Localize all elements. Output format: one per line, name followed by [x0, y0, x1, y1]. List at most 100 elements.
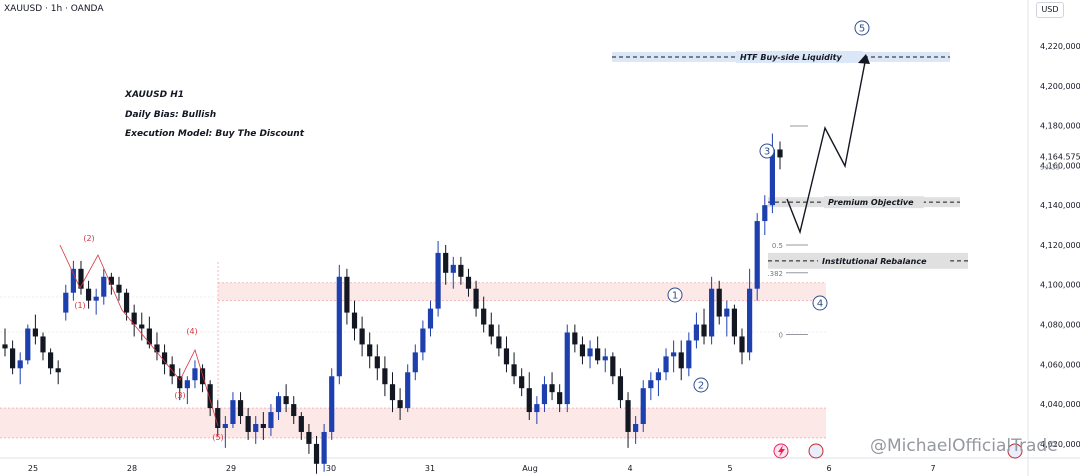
candle-body-up	[275, 396, 282, 413]
candle-body-down	[503, 348, 510, 365]
x-tick-label: 28	[127, 464, 137, 473]
zone-label-0: HTF Buy-side Liquidity	[740, 53, 842, 62]
x-tick-label: 4	[627, 464, 632, 473]
candle-body-up	[253, 424, 259, 432]
candle-body-up	[63, 292, 69, 313]
candle-body-down	[32, 328, 38, 337]
wave-circle-3	[759, 143, 775, 159]
candle-body-down	[2, 344, 8, 349]
candle-body-up	[101, 276, 107, 297]
candle-body-down	[496, 336, 502, 349]
subwave-label-2: (2)	[83, 234, 94, 243]
candle-body-up	[450, 264, 456, 273]
candle-body-down	[55, 368, 61, 373]
candle-body-up	[769, 149, 776, 206]
candle-body-down	[617, 376, 624, 401]
wave-label-2: 2	[698, 381, 704, 392]
candle-body-down	[154, 344, 160, 353]
candle-body-down	[374, 356, 380, 369]
candle-body-down	[473, 288, 479, 309]
candle-body-up	[435, 252, 441, 309]
candle-body-up	[709, 288, 715, 337]
candle-body-up	[25, 328, 31, 361]
wave-circle-5	[854, 20, 870, 36]
candle-body-down	[146, 328, 152, 345]
candle-body-up	[329, 376, 335, 432]
candle-body-down	[108, 276, 114, 285]
x-tick-label: Aug	[522, 464, 538, 473]
currency-button[interactable]: USD	[1036, 2, 1064, 18]
fib-label-2: 0	[779, 331, 783, 339]
candle-body-down	[207, 384, 213, 409]
wave-circle-2	[693, 377, 709, 393]
candle-body-up	[534, 404, 540, 413]
candle-body-up	[655, 372, 662, 381]
candle-body-up	[192, 368, 198, 381]
candle-body-down	[572, 332, 578, 345]
candle-body-down	[78, 268, 84, 289]
candle-body-up	[648, 380, 654, 389]
candle-body-down	[131, 312, 137, 325]
zone-label-2: Institutional Rebalance	[822, 257, 927, 266]
candle-body-down	[716, 288, 722, 317]
candle-body-up	[420, 328, 426, 353]
candle-body-up	[230, 400, 236, 424]
candle-body-down	[85, 288, 92, 301]
candle-body-up	[564, 332, 570, 405]
candle-body-up	[602, 356, 608, 361]
candle-body-up	[693, 324, 700, 341]
candle-body-down	[245, 416, 251, 432]
candle-body-up	[268, 412, 274, 428]
lightning-icon	[778, 445, 785, 457]
candle-body-down	[123, 292, 130, 313]
candle-body-down	[298, 416, 304, 432]
candle-body-up	[184, 380, 190, 389]
candle-body-down	[291, 404, 297, 417]
subwave-label-4: (4)	[186, 327, 197, 336]
y-tick-label: 4,180,000	[1040, 122, 1080, 131]
subwave-label-3: (3)	[174, 391, 185, 400]
candle-body-down	[777, 149, 783, 158]
candle-body-up	[412, 352, 418, 373]
wave-label-1: 1	[672, 291, 678, 302]
candle-body-down	[313, 443, 320, 464]
current-price-label: 4,164.575	[1040, 152, 1080, 161]
candle-body-down	[389, 384, 396, 401]
y-tick-label: 4,120,000	[1040, 241, 1080, 250]
zone-3	[218, 282, 826, 301]
candle-body-up	[321, 431, 327, 464]
x-tick-label: 25	[28, 464, 38, 473]
candle-body-down	[382, 368, 388, 385]
candle-body-up	[640, 388, 646, 424]
candle-body-down	[739, 336, 745, 353]
wave-circle-4	[812, 295, 828, 311]
candle-body-down	[344, 276, 350, 313]
candle-body-up	[17, 360, 23, 369]
x-tick-label: 29	[226, 464, 236, 473]
note-model: Execution Model: Buy The Discount	[125, 129, 305, 139]
wave-label-3: 3	[764, 147, 770, 158]
x-tick-label: 5	[727, 464, 732, 473]
note-bias: Daily Bias: Bullish	[125, 109, 217, 120]
candle-body-up	[427, 308, 434, 329]
y-tick-label: 4,020,000	[1040, 440, 1080, 449]
fib-label-0: 0.5	[772, 242, 783, 250]
candle-body-down	[595, 348, 601, 361]
x-tick-label: 30	[326, 464, 336, 473]
candle-body-up	[747, 288, 753, 353]
zone-label-bg-1	[824, 196, 924, 209]
candle-body-up	[541, 384, 548, 405]
subwave-label-5: (5)	[212, 433, 223, 442]
x-tick-label: 31	[425, 464, 435, 473]
analysis-notes: XAUUSD H1 Daily Bias: Bullish Execution …	[125, 86, 304, 145]
symbol-title[interactable]: XAUUSD · 1h · OANDA	[4, 4, 104, 14]
candle-body-down	[116, 284, 122, 293]
candle-body-up	[633, 424, 639, 432]
candle-body-down	[511, 364, 517, 377]
x-tick-label: 7	[930, 464, 935, 473]
candle-body-up	[754, 221, 760, 289]
candle-body-down	[306, 431, 312, 444]
zone-label-1: Premium Objective	[828, 198, 914, 207]
candle-body-down	[9, 348, 16, 369]
